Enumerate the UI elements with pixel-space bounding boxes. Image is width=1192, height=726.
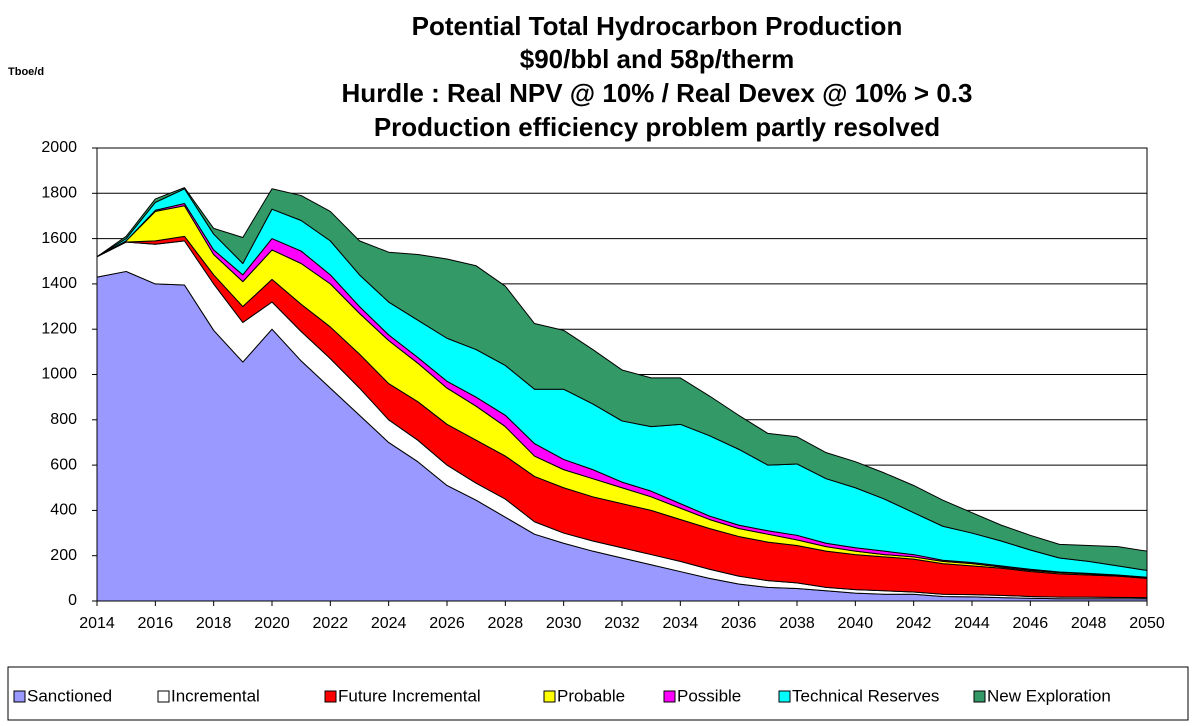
y-tick-label: 1200 xyxy=(41,320,77,337)
x-tick-label: 2022 xyxy=(313,615,349,632)
legend-label: Sanctioned xyxy=(27,686,112,705)
legend-swatch xyxy=(973,690,986,703)
legend-swatch xyxy=(157,690,170,703)
chart-title: Hurdle : Real NPV @ 10% / Real Devex @ 1… xyxy=(342,78,973,108)
x-tick-label: 2044 xyxy=(954,615,990,632)
y-tick-label: 1000 xyxy=(41,366,77,383)
x-tick-label: 2030 xyxy=(546,615,582,632)
chart-title: Production efficiency problem partly res… xyxy=(374,112,940,142)
x-tick-label: 2020 xyxy=(254,615,290,632)
legend-box xyxy=(7,666,1189,721)
y-tick-label: 1800 xyxy=(41,185,77,202)
y-tick-label: 800 xyxy=(50,411,77,428)
legend-swatch xyxy=(778,690,791,703)
x-tick-label: 2046 xyxy=(1013,615,1049,632)
y-axis-label: Tboe/d xyxy=(8,66,44,78)
y-tick-label: 200 xyxy=(50,547,77,564)
x-tick-label: 2048 xyxy=(1071,615,1107,632)
x-tick-label: 2032 xyxy=(604,615,640,632)
x-tick-label: 2014 xyxy=(79,615,115,632)
legend-label: New Exploration xyxy=(987,686,1111,705)
y-tick-label: 1400 xyxy=(41,275,77,292)
x-tick-label: 2050 xyxy=(1129,615,1165,632)
y-tick-label: 400 xyxy=(50,502,77,519)
chart-title: $90/bbl and 58p/therm xyxy=(520,44,795,74)
legend-label: Future Incremental xyxy=(338,686,481,705)
legend-label: Incremental xyxy=(171,686,260,705)
x-tick-label: 2026 xyxy=(429,615,465,632)
chart-title: Potential Total Hydrocarbon Production xyxy=(412,11,903,41)
legend-label: Possible xyxy=(677,686,741,705)
x-tick-label: 2016 xyxy=(138,615,174,632)
legend-swatch xyxy=(543,690,556,703)
y-tick-label: 0 xyxy=(68,592,77,609)
x-tick-label: 2018 xyxy=(196,615,232,632)
x-tick-label: 2024 xyxy=(371,615,407,632)
legend-swatch xyxy=(13,690,26,703)
x-tick-label: 2042 xyxy=(896,615,932,632)
legend-label: Probable xyxy=(557,686,625,705)
y-tick-label: 2000 xyxy=(41,139,77,156)
x-tick-label: 2036 xyxy=(721,615,757,632)
y-tick-label: 600 xyxy=(50,456,77,473)
x-tick-label: 2028 xyxy=(488,615,524,632)
x-tick-label: 2038 xyxy=(779,615,815,632)
legend-label: Technical Reserves xyxy=(792,686,939,705)
legend-swatch xyxy=(324,690,337,703)
legend-swatch xyxy=(663,690,676,703)
x-tick-label: 2034 xyxy=(663,615,699,632)
x-tick-label: 2040 xyxy=(838,615,874,632)
y-tick-label: 1600 xyxy=(41,230,77,247)
